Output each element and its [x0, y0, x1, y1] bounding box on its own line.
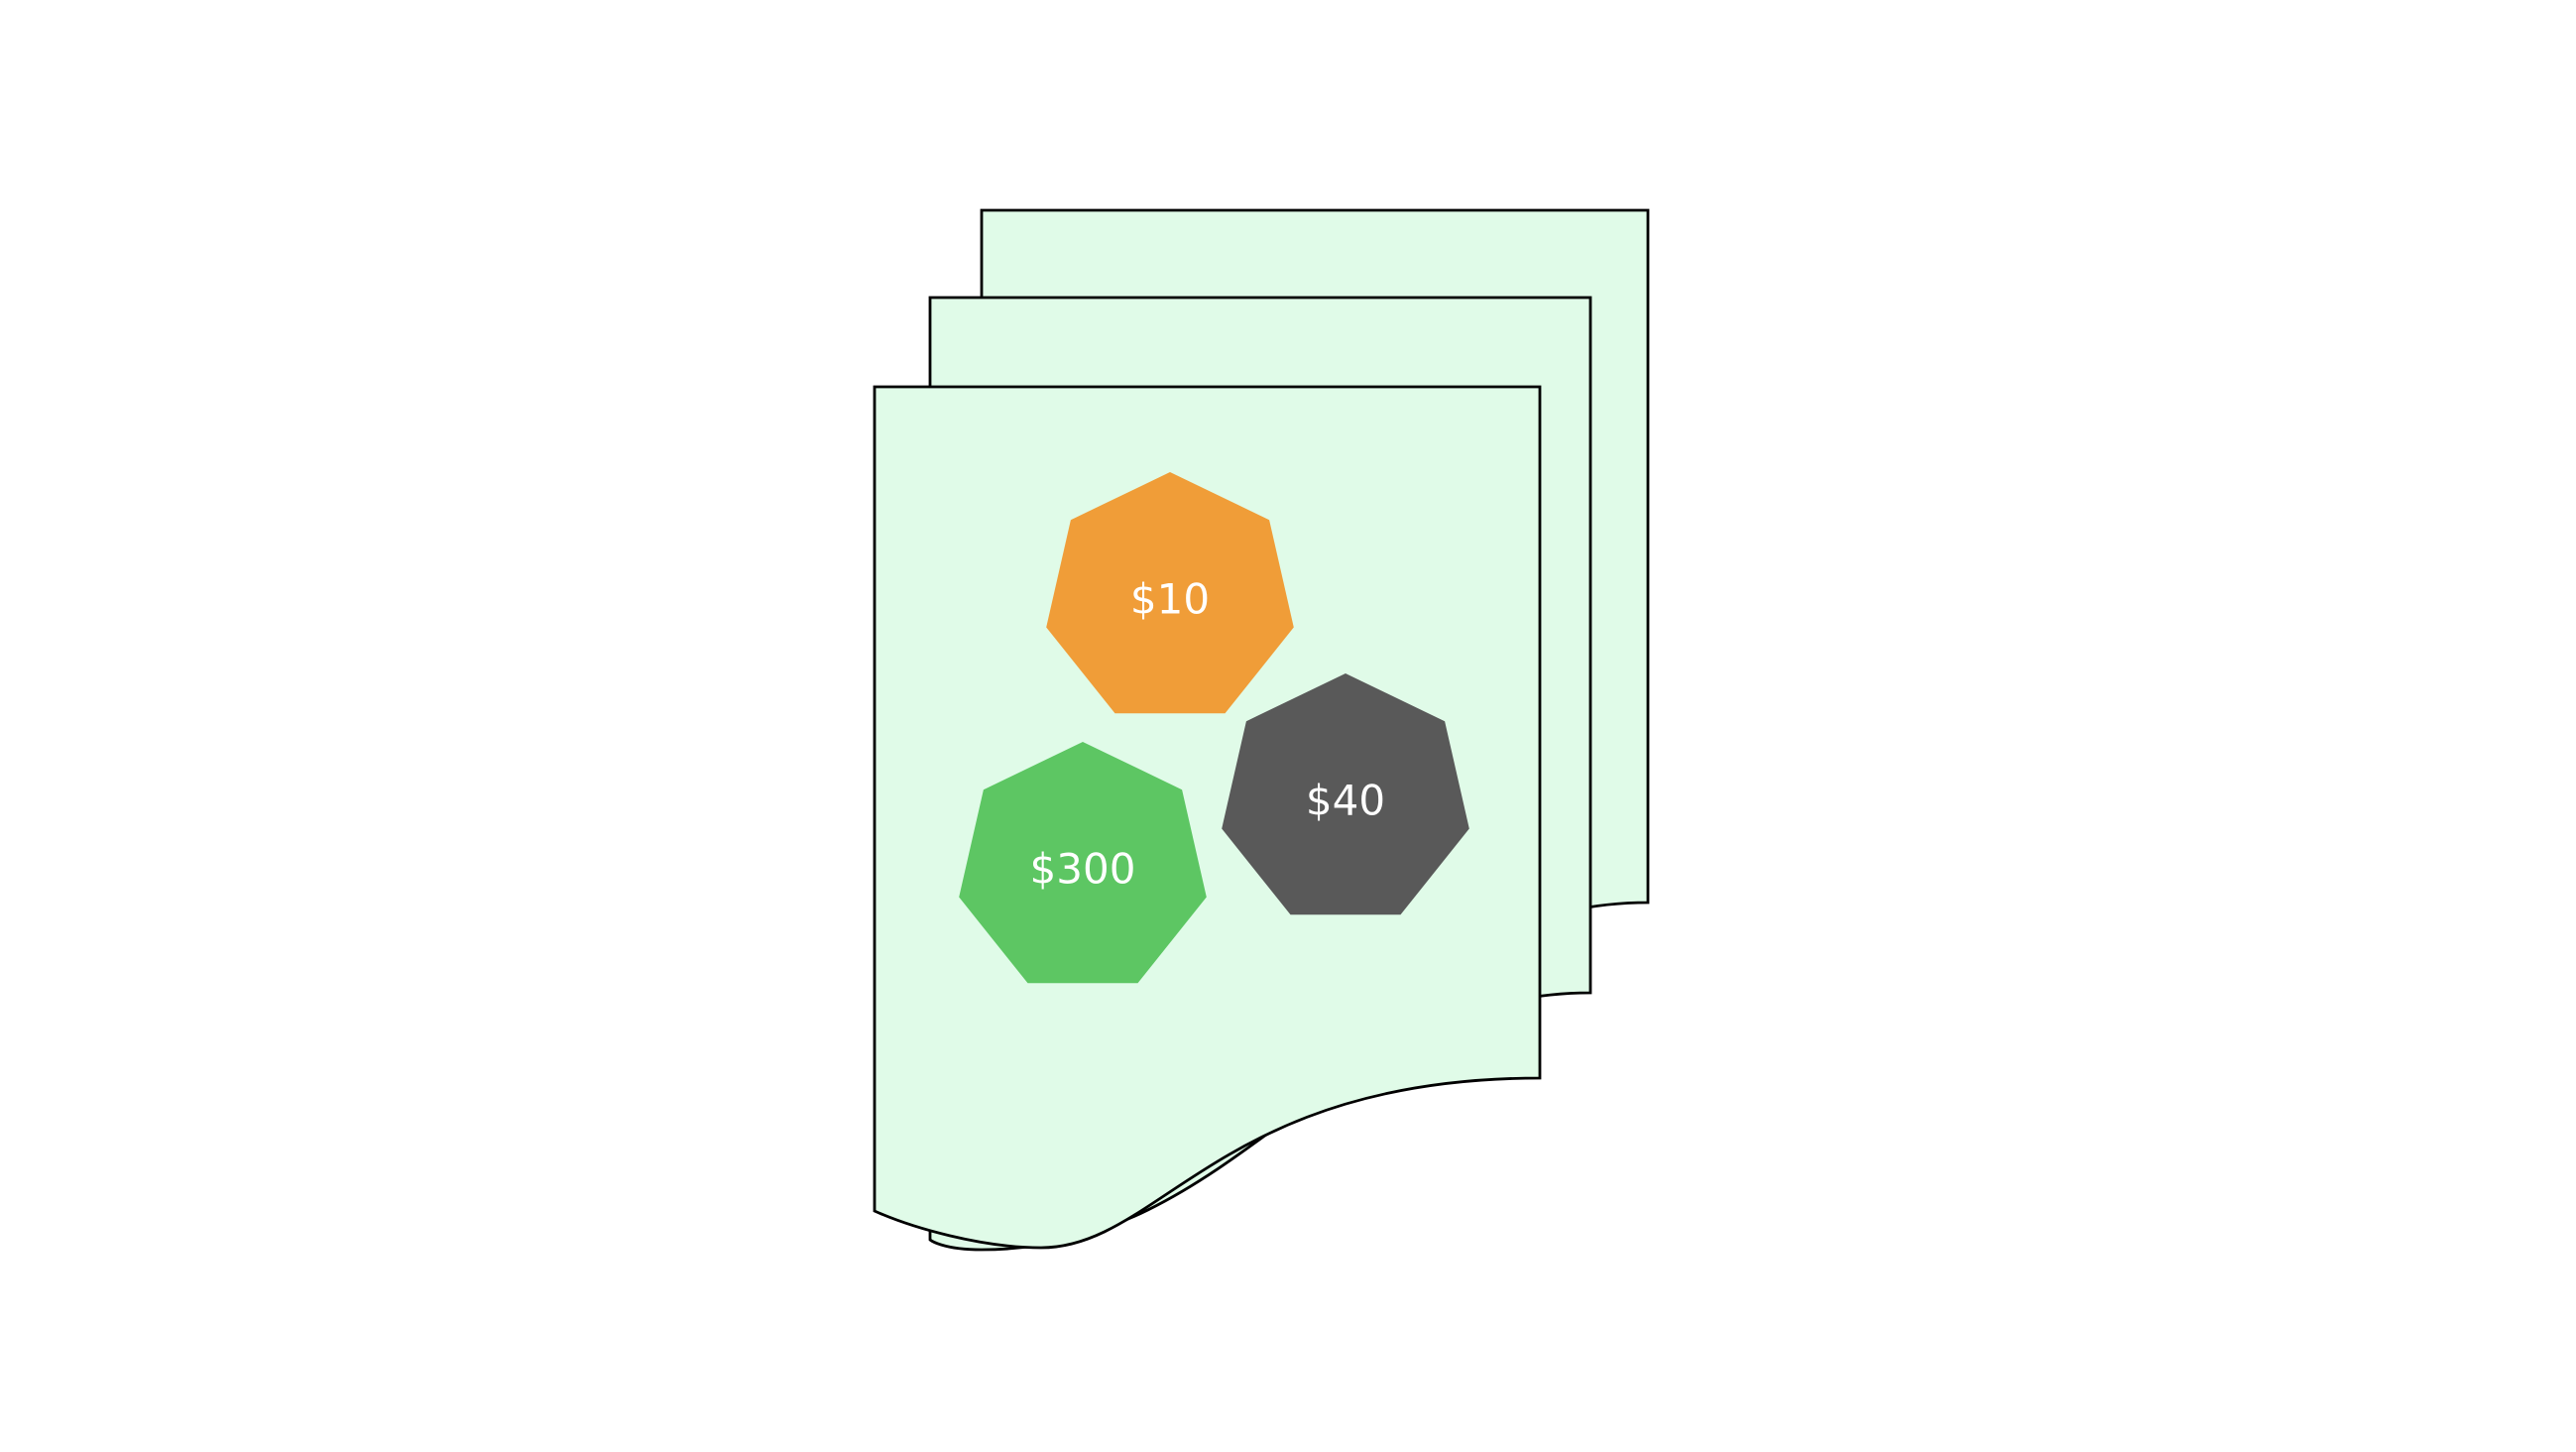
- coin-label: $10: [1130, 575, 1210, 624]
- coin-40: $40: [1222, 673, 1469, 915]
- heptagon-shape: [1222, 673, 1469, 915]
- heptagon-shape: [1046, 472, 1294, 714]
- document-sheet-front: [873, 385, 1542, 1250]
- coin-300: $300: [959, 742, 1207, 984]
- heptagon-shape: [959, 742, 1207, 984]
- coin-label: $40: [1306, 777, 1385, 825]
- coin-label: $300: [1030, 845, 1136, 894]
- coin-10: $10: [1046, 472, 1294, 714]
